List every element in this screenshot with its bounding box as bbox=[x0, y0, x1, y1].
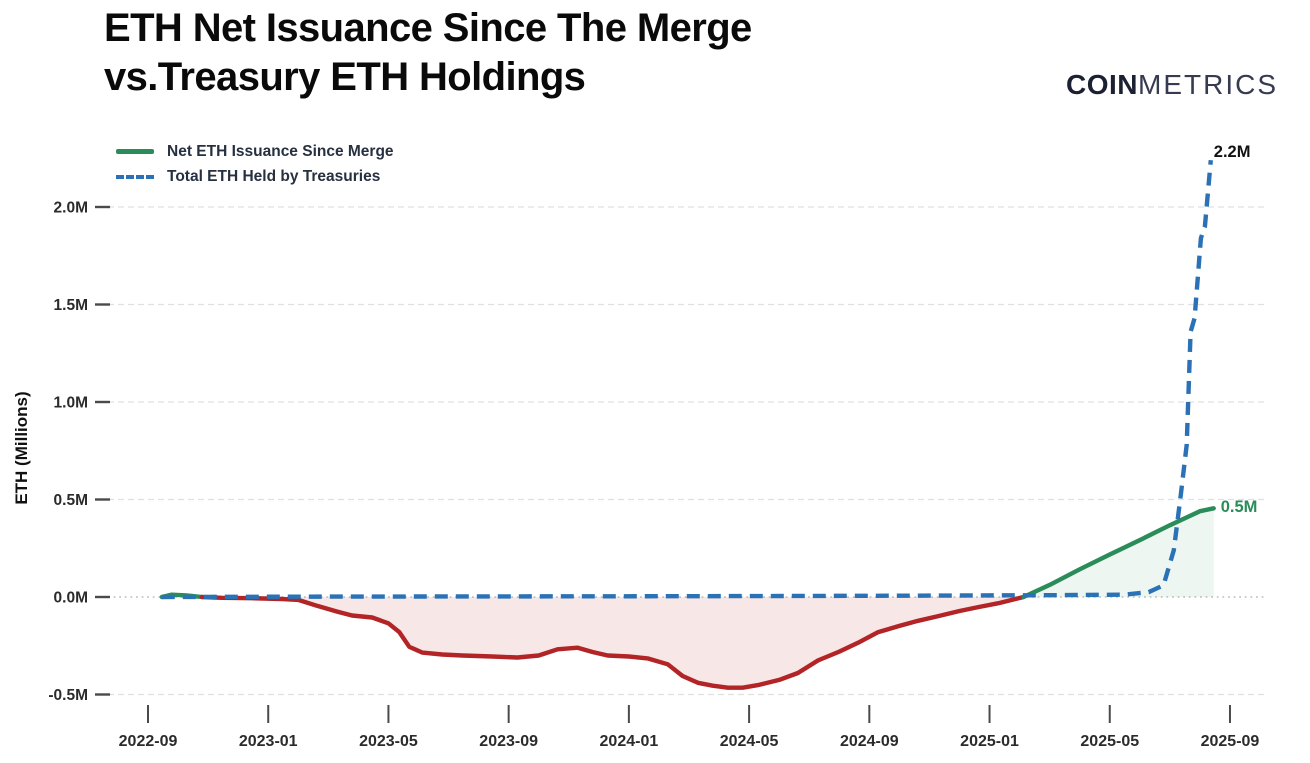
treasury-line bbox=[161, 160, 1213, 600]
chart-title: ETH Net Issuance Since The Merge vs.Trea… bbox=[104, 4, 752, 102]
blue-dashed-line-swatch bbox=[116, 174, 154, 179]
y-axis-title: ETH (Millions) bbox=[12, 391, 31, 505]
legend-label-issuance: Net ETH Issuance Since Merge bbox=[167, 142, 394, 160]
chart-title-line1: ETH Net Issuance Since The Merge bbox=[104, 6, 752, 50]
issuance-line-negative bbox=[199, 594, 1026, 690]
issuance-end-value-label: 0.5M bbox=[1220, 498, 1258, 517]
x-tick-label: 2025-09 bbox=[1201, 733, 1260, 750]
y-tick-label: 1.5M bbox=[54, 297, 88, 314]
x-tick-label: 2025-01 bbox=[960, 733, 1019, 750]
x-tick-label: 2023-05 bbox=[359, 733, 418, 750]
issuance-area-negative bbox=[201, 597, 1024, 688]
x-tick-label: 2023-01 bbox=[239, 733, 298, 750]
green-solid-line-swatch bbox=[116, 149, 154, 154]
x-tick-label: 2023-09 bbox=[479, 733, 538, 750]
chart-title-line2: vs.Treasury ETH Holdings bbox=[104, 54, 586, 99]
x-tick-label: 2025-05 bbox=[1080, 733, 1139, 750]
coinmetrics-logo: COINMETRICS bbox=[1066, 69, 1278, 101]
x-tick-label: 2022-09 bbox=[119, 733, 178, 750]
y-tick-label: 0.5M bbox=[54, 492, 88, 509]
x-tick-label: 2024-01 bbox=[600, 733, 659, 750]
y-tick-label: 2.0M bbox=[54, 200, 88, 217]
logo-metrics-text: METRICS bbox=[1138, 69, 1278, 100]
x-tick-label: 2024-05 bbox=[720, 733, 779, 750]
y-tick-label: -0.5M bbox=[48, 687, 88, 704]
y-tick-label: 0.0M bbox=[54, 590, 88, 607]
series bbox=[159, 160, 1216, 690]
y-tick-label: 1.0M bbox=[54, 395, 88, 412]
legend-label-treasuries: Total ETH Held by Treasuries bbox=[167, 167, 381, 185]
legend: Net ETH Issuance Since Merge Total ETH H… bbox=[116, 139, 394, 189]
issuance-line-positive bbox=[1021, 506, 1216, 600]
legend-item-treasuries: Total ETH Held by Treasuries bbox=[116, 164, 394, 189]
logo-coin-text: COIN bbox=[1066, 69, 1138, 100]
legend-item-issuance: Net ETH Issuance Since Merge bbox=[116, 139, 394, 164]
x-tick-label: 2024-09 bbox=[840, 733, 899, 750]
treasury-end-value-label: 2.2M bbox=[1213, 143, 1251, 162]
axes: 2.0M 1.5M 1.0M 0.5M 0.0M -0.5M 2022-09 2023-01 2… bbox=[48, 200, 1265, 750]
